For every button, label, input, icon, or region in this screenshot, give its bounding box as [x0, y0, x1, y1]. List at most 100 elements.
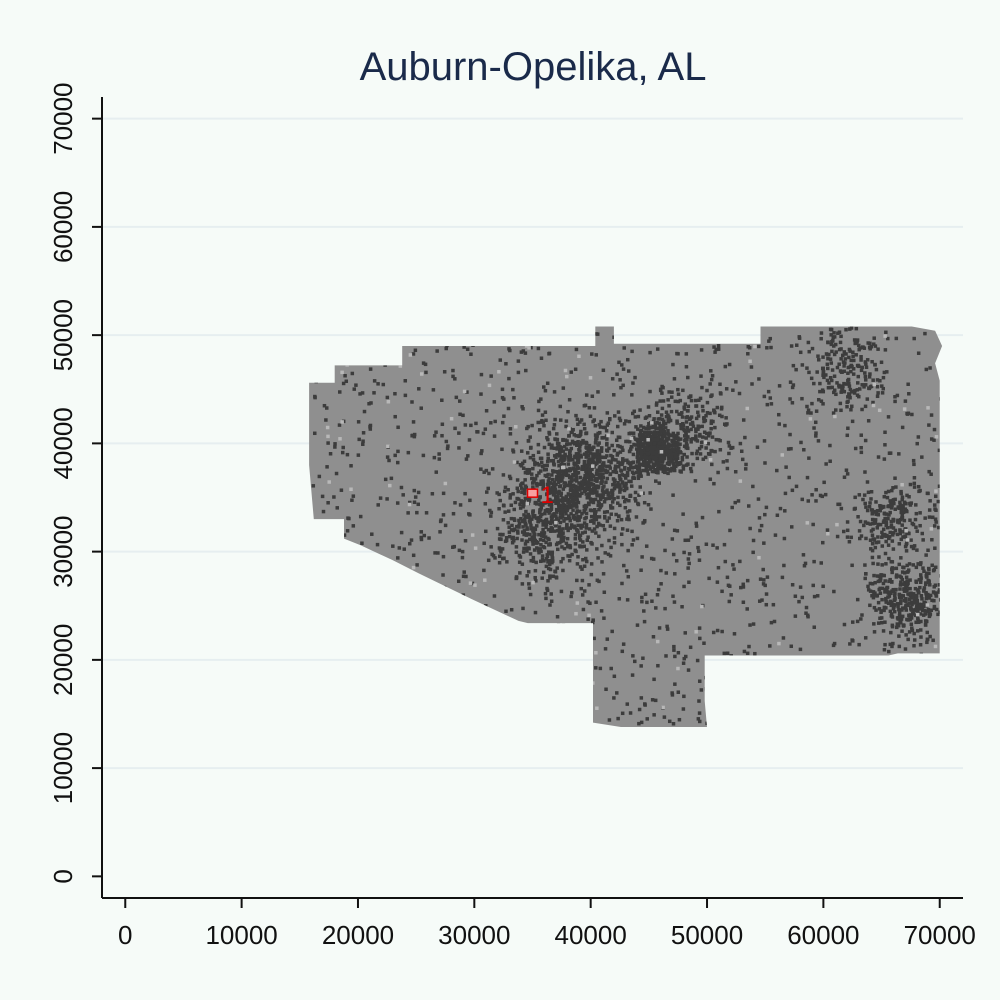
dense-cell: [888, 590, 892, 595]
sparse-cell: [457, 548, 462, 553]
sparse-cell: [687, 552, 692, 556]
light-cell: [550, 651, 555, 655]
light-cell: [826, 531, 830, 536]
dense-cell: [874, 367, 879, 372]
sparse-cell: [626, 574, 631, 579]
sparse-cell: [459, 341, 463, 346]
sparse-cell: [480, 616, 484, 621]
sparse-cell: [351, 524, 356, 528]
dense-cell: [624, 481, 628, 486]
dense-cell: [832, 344, 836, 348]
dense-cell: [690, 422, 695, 426]
dense-cell: [933, 583, 938, 587]
dense-cell: [908, 518, 912, 522]
sparse-cell: [396, 449, 400, 454]
dense-cell: [940, 608, 943, 613]
sparse-cell: [312, 605, 317, 610]
dense-cell: [907, 597, 912, 602]
sparse-cell: [464, 457, 469, 461]
dense-cell: [568, 449, 572, 453]
dense-cell: [557, 507, 562, 512]
dense-cell: [955, 628, 959, 632]
dense-cell: [872, 605, 877, 610]
dense-cell: [531, 453, 536, 458]
dense-cell: [876, 600, 881, 605]
dense-cell: [553, 485, 557, 490]
sparse-cell: [570, 439, 575, 444]
dense-cell: [900, 606, 905, 610]
dense-cell: [545, 553, 550, 557]
dense-cell: [861, 497, 865, 502]
dense-cell: [881, 504, 886, 509]
sparse-cell: [433, 551, 437, 555]
dense-cell: [661, 424, 665, 428]
sparse-cell: [543, 511, 547, 516]
dense-cell: [826, 366, 830, 371]
sparse-cell: [439, 518, 443, 522]
sparse-cell: [804, 611, 808, 615]
sparse-cell: [916, 435, 921, 439]
dense-cell: [891, 526, 896, 530]
light-cell: [835, 522, 839, 527]
dense-cell: [916, 604, 921, 609]
sparse-cell: [704, 687, 709, 691]
sparse-cell: [596, 556, 600, 560]
sparse-cell: [751, 622, 756, 626]
sparse-cell: [933, 546, 937, 550]
light-cell: [650, 421, 654, 425]
sparse-cell: [579, 586, 584, 591]
dense-cell: [882, 494, 887, 499]
dense-cell: [580, 544, 584, 549]
dense-cell: [572, 513, 576, 518]
sparse-cell: [605, 411, 610, 415]
dense-cell: [904, 542, 909, 547]
dense-cell: [497, 492, 501, 497]
sparse-cell: [879, 506, 883, 510]
sparse-cell: [547, 351, 552, 356]
sparse-cell: [559, 589, 564, 594]
sparse-cell: [498, 326, 503, 328]
dense-cell: [918, 585, 922, 590]
sparse-cell: [519, 350, 524, 354]
sparse-cell: [746, 504, 751, 508]
dense-cell: [555, 447, 559, 451]
dense-cell: [613, 464, 618, 468]
sparse-cell: [641, 521, 645, 525]
dense-cell: [912, 481, 917, 486]
sparse-cell: [708, 382, 712, 386]
dense-cell: [710, 449, 714, 453]
sparse-cell: [423, 687, 428, 692]
dense-cell: [576, 422, 580, 426]
sparse-cell: [894, 336, 899, 341]
sparse-cell: [459, 722, 463, 726]
sparse-cell: [480, 449, 484, 453]
dense-cell: [659, 429, 663, 433]
dense-cell: [865, 358, 870, 362]
light-cell: [386, 444, 390, 449]
dense-cell: [865, 397, 870, 401]
dense-cell: [939, 597, 943, 602]
sparse-cell: [508, 706, 513, 711]
sparse-cell: [376, 503, 380, 507]
dense-cell: [570, 488, 574, 493]
sparse-cell: [341, 539, 346, 544]
sparse-cell: [877, 686, 881, 691]
sparse-cell: [322, 670, 326, 674]
dense-cell: [639, 451, 644, 456]
sparse-cell: [337, 423, 342, 427]
dense-cell: [566, 455, 571, 459]
sparse-cell: [467, 512, 471, 516]
sparse-cell: [851, 354, 855, 359]
dense-cell: [598, 459, 602, 463]
dense-cell: [839, 390, 843, 394]
sparse-cell: [502, 684, 507, 689]
sparse-cell: [832, 641, 837, 646]
dense-cell: [790, 385, 795, 390]
dense-cell: [520, 582, 525, 586]
sparse-cell: [741, 585, 746, 589]
sparse-cell: [727, 599, 732, 604]
sparse-cell: [534, 502, 539, 506]
dense-cell: [910, 626, 914, 630]
sparse-cell: [441, 513, 446, 517]
sparse-cell: [341, 381, 346, 386]
